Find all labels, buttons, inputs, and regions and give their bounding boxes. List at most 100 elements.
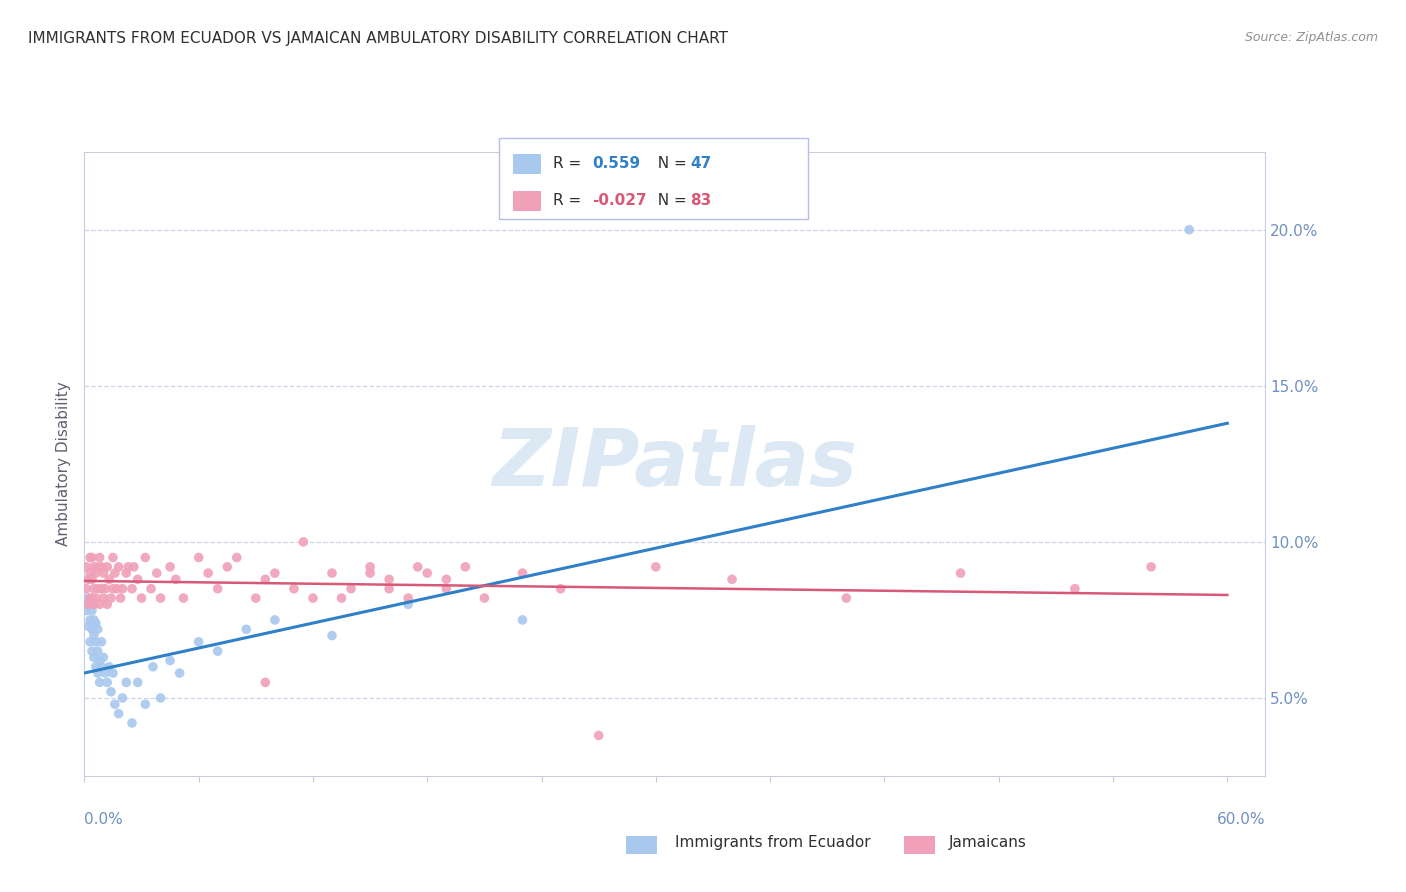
Point — [254, 573, 277, 587]
Point — [80, 623, 103, 637]
Point — [225, 550, 247, 565]
Point — [330, 591, 353, 605]
Point — [96, 675, 118, 690]
Point — [80, 591, 103, 605]
Point — [83, 598, 105, 612]
Point — [83, 650, 105, 665]
Point — [100, 685, 122, 699]
Point — [79, 613, 101, 627]
Point — [98, 573, 121, 587]
Point — [90, 635, 112, 649]
Point — [121, 582, 143, 596]
Point — [89, 550, 111, 565]
Point — [111, 582, 134, 596]
Point — [1178, 222, 1201, 236]
Text: 83: 83 — [690, 194, 711, 209]
Point — [187, 635, 209, 649]
Point — [321, 628, 343, 642]
Text: N =: N = — [648, 194, 692, 209]
Point — [159, 560, 181, 574]
Point — [89, 653, 111, 667]
Point — [86, 560, 108, 574]
Point — [110, 591, 132, 605]
Point — [77, 598, 100, 612]
Point — [79, 566, 101, 581]
Point — [117, 560, 139, 574]
Point — [134, 550, 156, 565]
Text: 47: 47 — [690, 156, 711, 171]
Point — [187, 550, 209, 565]
Point — [127, 675, 149, 690]
Point — [104, 698, 127, 712]
Point — [90, 660, 112, 674]
Point — [512, 566, 534, 581]
Point — [434, 573, 457, 587]
Point — [378, 582, 401, 596]
Point — [1064, 582, 1087, 596]
Point — [105, 582, 128, 596]
Point — [89, 598, 111, 612]
Point — [80, 550, 103, 565]
Point — [235, 623, 257, 637]
Point — [93, 650, 115, 665]
Point — [83, 582, 105, 596]
Point — [101, 665, 124, 680]
Point — [77, 591, 100, 605]
Point — [207, 644, 229, 658]
Point — [107, 560, 129, 574]
Point — [131, 591, 153, 605]
Point — [359, 566, 381, 581]
Text: 0.559: 0.559 — [592, 156, 640, 171]
Point — [159, 653, 181, 667]
Point — [80, 573, 103, 587]
Point — [127, 573, 149, 587]
Point — [122, 560, 145, 574]
Text: Immigrants from Ecuador: Immigrants from Ecuador — [675, 836, 870, 850]
Point — [121, 715, 143, 730]
Point — [197, 566, 219, 581]
Point — [406, 560, 429, 574]
Point — [149, 591, 172, 605]
Point — [416, 566, 439, 581]
Point — [134, 698, 156, 712]
Point — [142, 660, 165, 674]
Point — [79, 598, 101, 612]
Point — [84, 660, 107, 674]
Point — [79, 591, 101, 605]
Point — [84, 591, 107, 605]
Point — [90, 560, 112, 574]
Point — [94, 665, 117, 680]
Text: R =: R = — [553, 194, 586, 209]
Text: ZIPatlas: ZIPatlas — [492, 425, 858, 503]
Point — [100, 591, 122, 605]
Point — [77, 619, 100, 633]
Point — [217, 560, 239, 574]
Text: R =: R = — [553, 156, 586, 171]
Point — [378, 573, 401, 587]
Point — [84, 566, 107, 581]
Text: 60.0%: 60.0% — [1218, 812, 1265, 827]
Point — [145, 566, 167, 581]
Text: IMMIGRANTS FROM ECUADOR VS JAMAICAN AMBULATORY DISABILITY CORRELATION CHART: IMMIGRANTS FROM ECUADOR VS JAMAICAN AMBU… — [28, 31, 728, 46]
Point — [721, 573, 744, 587]
Point — [96, 560, 118, 574]
Point — [454, 560, 477, 574]
Point — [75, 582, 97, 596]
Point — [165, 573, 187, 587]
Point — [302, 591, 325, 605]
Text: -0.027: -0.027 — [592, 194, 647, 209]
Point — [90, 582, 112, 596]
Point — [149, 690, 172, 705]
Text: N =: N = — [648, 156, 692, 171]
Point — [245, 591, 267, 605]
Point — [96, 598, 118, 612]
Point — [83, 560, 105, 574]
Point — [396, 591, 419, 605]
Text: 0.0%: 0.0% — [84, 812, 124, 827]
Point — [77, 573, 100, 587]
Point — [104, 566, 127, 581]
Point — [75, 603, 97, 617]
Point — [86, 665, 108, 680]
Point — [84, 635, 107, 649]
Point — [1140, 560, 1163, 574]
